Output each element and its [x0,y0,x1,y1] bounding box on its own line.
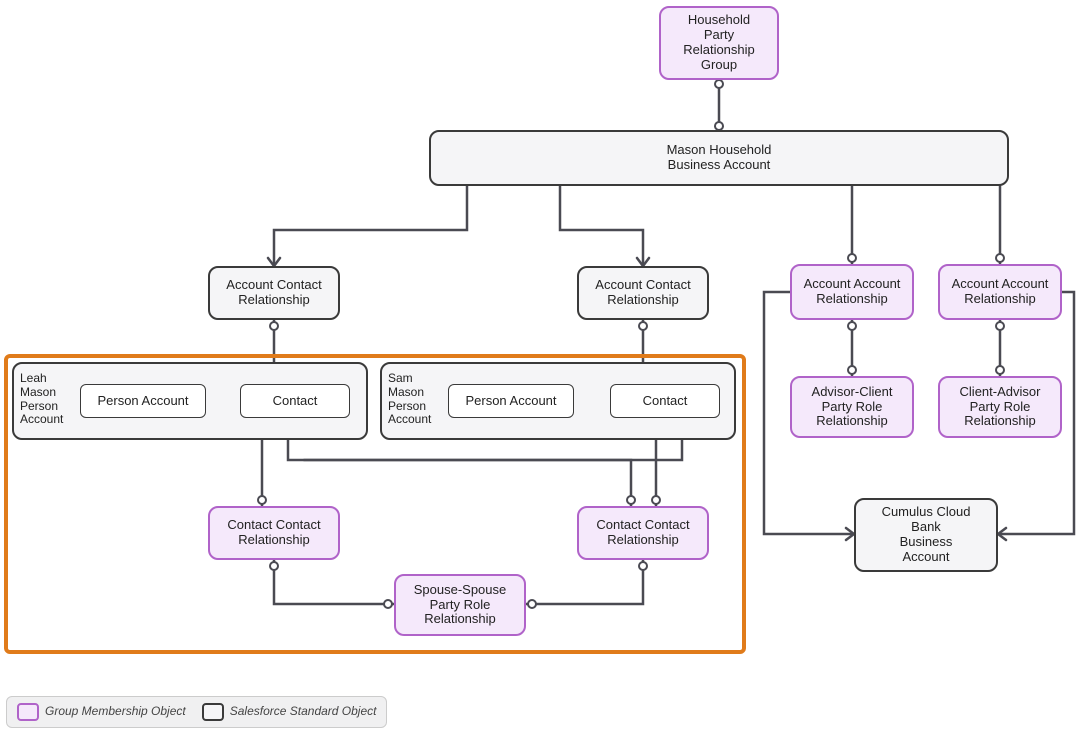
node-client-advisor: Client-AdvisorParty RoleRelationship [938,376,1062,438]
node-household-group: HouseholdPartyRelationshipGroup [659,6,779,80]
node-advisor-client: Advisor-ClientParty RoleRelationship [790,376,914,438]
node-acr-left: Account ContactRelationship [208,266,340,320]
node-acr-right: Account ContactRelationship [577,266,709,320]
node-sam-person-account: Person Account [448,384,574,418]
legend-group: Group Membership Object [17,703,186,721]
leah-panel-label: LeahMasonPersonAccount [20,372,63,427]
node-leah-contact: Contact [240,384,350,418]
node-aar-2: Account AccountRelationship [938,264,1062,320]
node-mason-household: Mason HouseholdBusiness Account [429,130,1009,186]
legend-standard: Salesforce Standard Object [202,703,377,721]
legend: Group Membership Object Salesforce Stand… [6,696,387,728]
node-sam-contact: Contact [610,384,720,418]
node-cumulus: Cumulus CloudBankBusinessAccount [854,498,998,572]
node-ccr-left: Contact ContactRelationship [208,506,340,560]
legend-standard-swatch [202,703,224,721]
node-aar-1: Account AccountRelationship [790,264,914,320]
node-spouse: Spouse-SpouseParty RoleRelationship [394,574,526,636]
legend-standard-label: Salesforce Standard Object [230,704,377,718]
legend-group-swatch [17,703,39,721]
node-ccr-right: Contact ContactRelationship [577,506,709,560]
legend-group-label: Group Membership Object [45,704,186,718]
diagram-stage: HouseholdPartyRelationshipGroup Mason Ho… [0,0,1080,734]
node-leah-person-account: Person Account [80,384,206,418]
sam-panel-label: SamMasonPersonAccount [388,372,431,427]
